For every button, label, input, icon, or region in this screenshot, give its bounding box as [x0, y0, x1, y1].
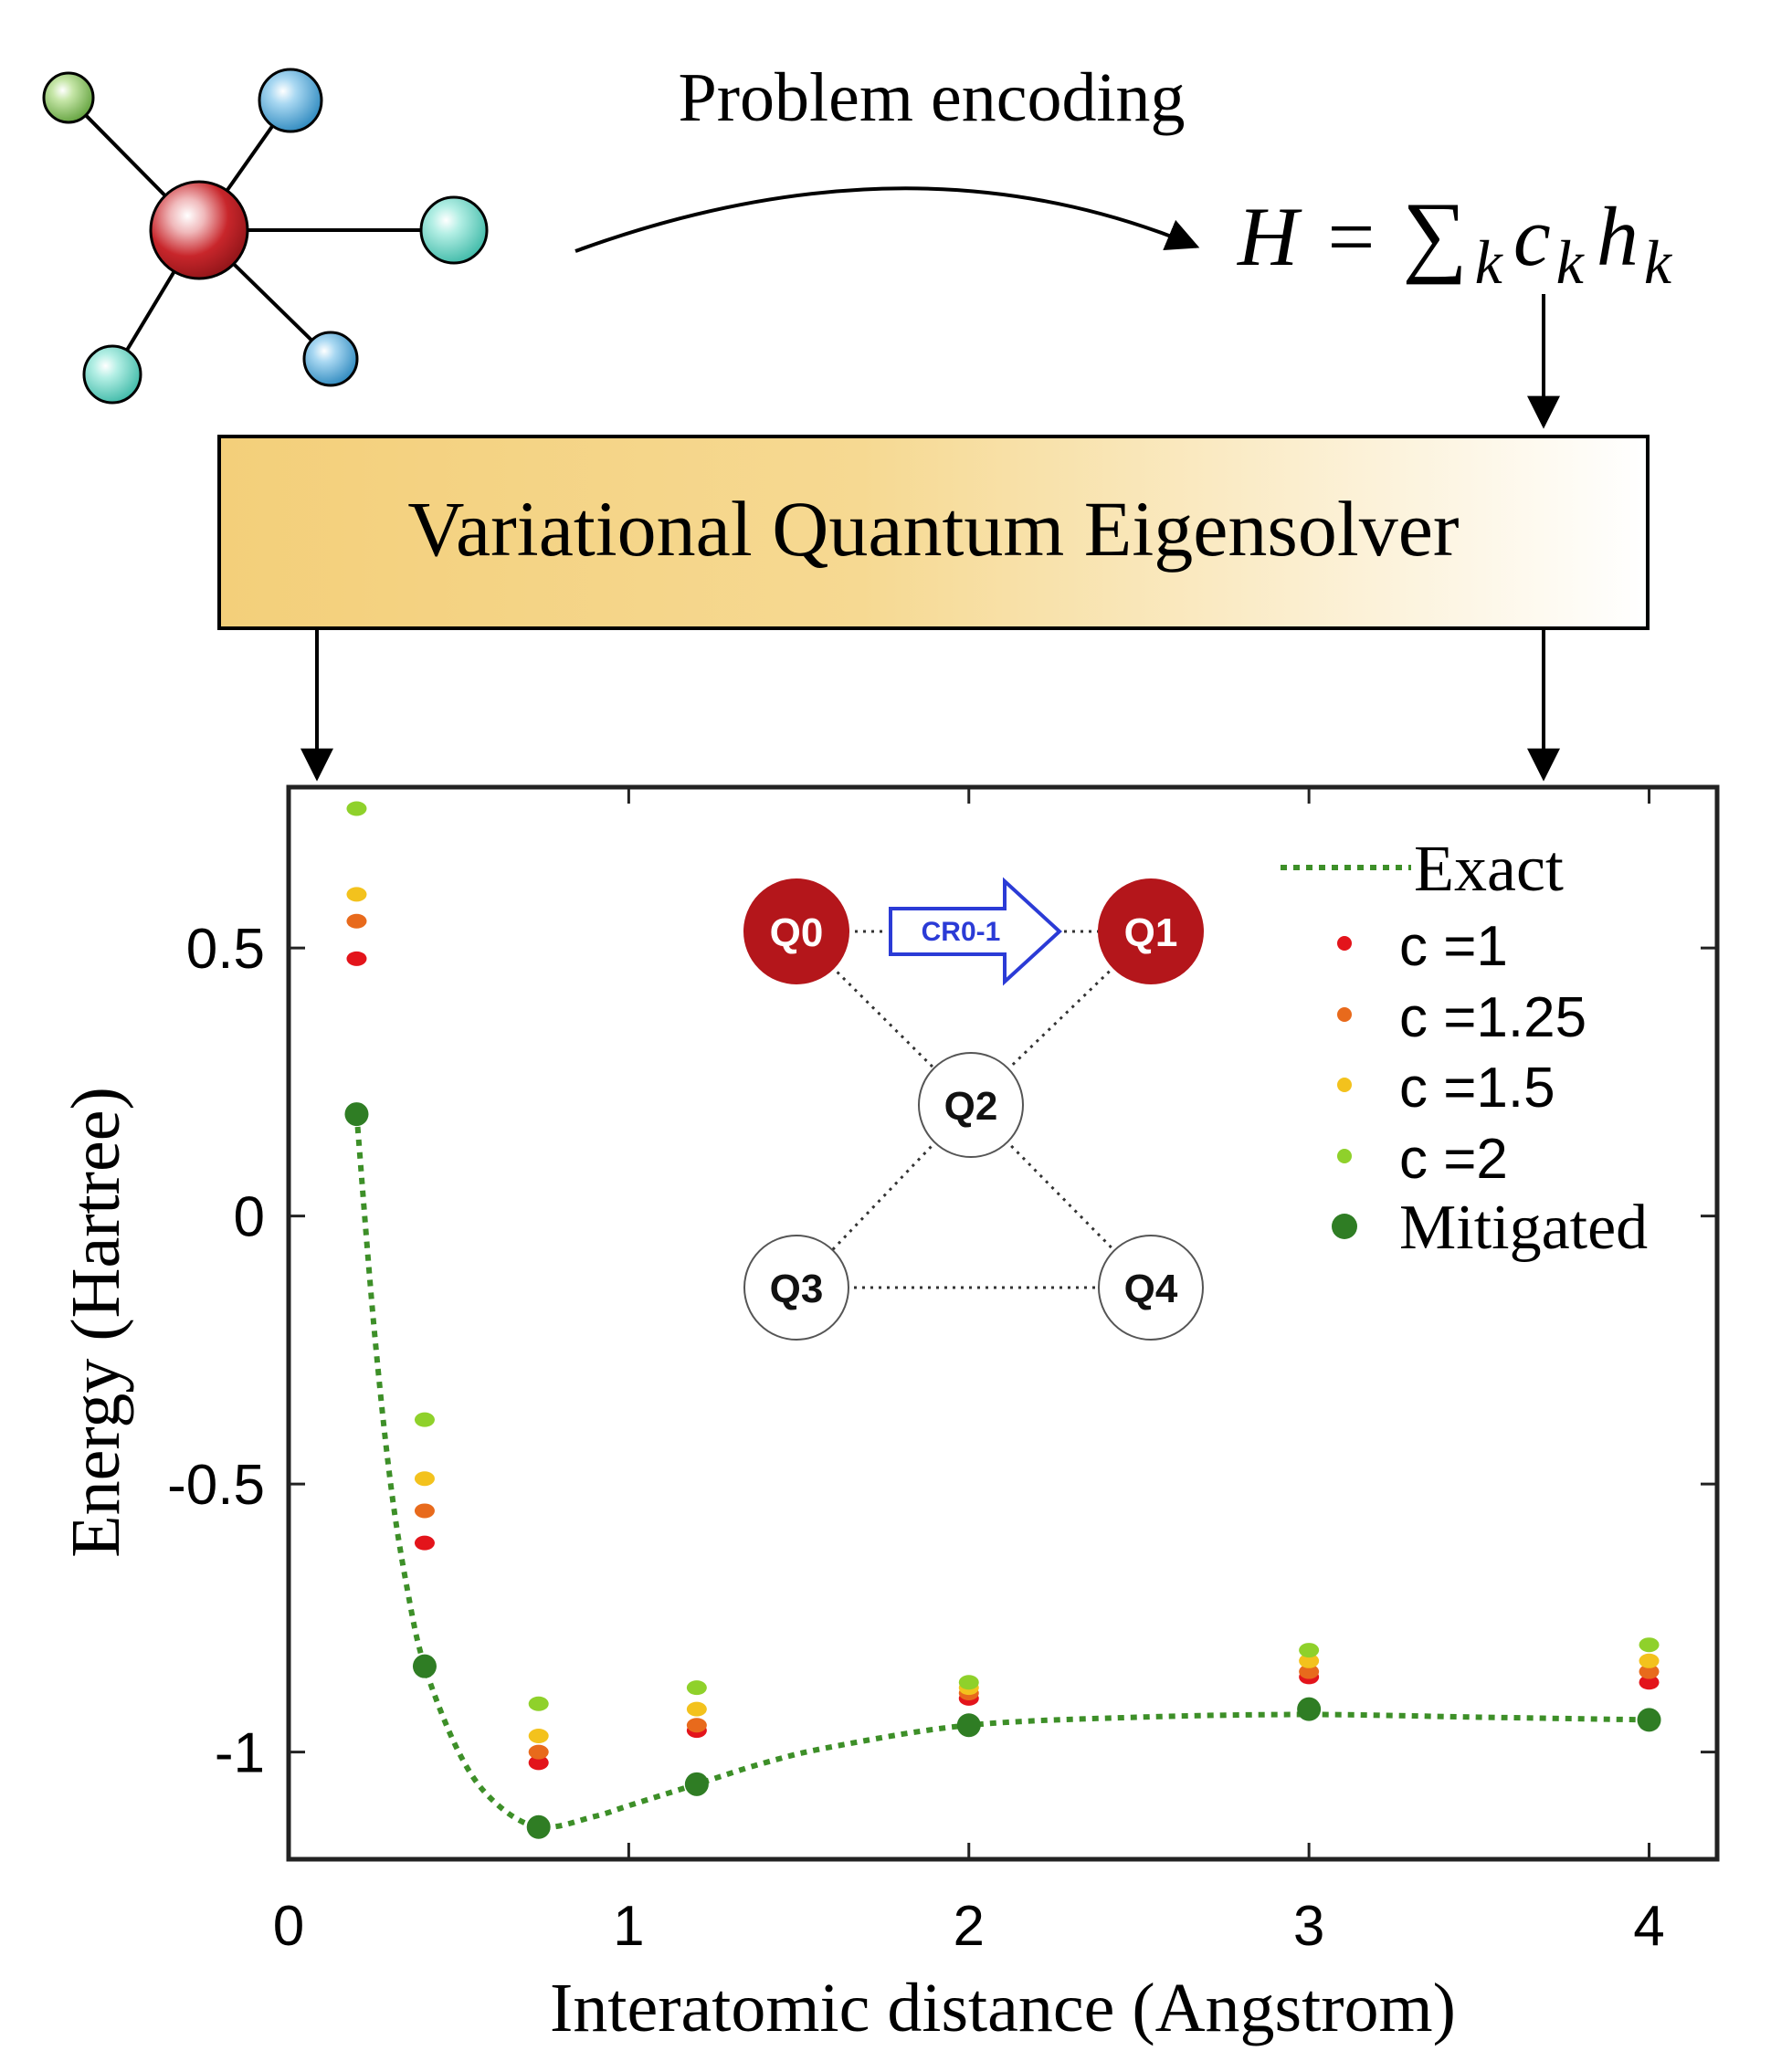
legend-swatch: [1337, 1007, 1352, 1022]
ham-h: h: [1597, 190, 1639, 283]
x-tick-label: 1: [613, 1895, 644, 1958]
qubit-node: [743, 878, 849, 984]
qubit-node: [918, 1052, 1024, 1158]
noisy-point: [528, 1728, 549, 1743]
ham-sum: ∑: [1402, 184, 1467, 285]
atom-cyan: [419, 195, 489, 265]
mitigated-point: [956, 1713, 981, 1738]
noisy-point: [958, 1675, 979, 1690]
legend-swatch: [1332, 1214, 1357, 1239]
qubit-label: Q4: [1124, 1267, 1178, 1311]
atom-cyan: [82, 344, 142, 405]
noisy-point: [686, 1718, 707, 1733]
gate-label: CR0-1: [922, 917, 1001, 947]
y-tick-label: 0.5: [186, 918, 265, 981]
gate-arrow-shape: [889, 877, 1062, 986]
legend-label: c =2: [1399, 1128, 1508, 1191]
qubit-connectivity-inset: CR0-1 Q0 Q1 Q2 Q3 Q4: [743, 877, 1204, 1341]
qubit-label: Q1: [1124, 910, 1178, 955]
legend-exact-label: Exact: [1414, 832, 1564, 905]
x-tick-label: 0: [273, 1895, 304, 1958]
noisy-point: [1639, 1637, 1660, 1653]
noisy-point: [1639, 1653, 1660, 1668]
legend-label: c =1.25: [1399, 986, 1586, 1049]
energy-chart: 0 1 2 3 4 0.5 0 -0.5 -1 CR0-1 Q0 Q1 Q2 Q3 Q4 Exact c =…: [58, 784, 1720, 2046]
qubit-label: Q2: [944, 1084, 998, 1129]
noisy-point: [346, 801, 367, 816]
noisy-point: [414, 1535, 435, 1551]
noisy-point: [1639, 1664, 1660, 1679]
vqe-label: Variational Quantum Eigensolver: [407, 485, 1459, 573]
x-tick-label: 3: [1293, 1895, 1324, 1958]
noisy-point: [1299, 1664, 1320, 1679]
y-tick-label: 0: [234, 1186, 265, 1249]
noisy-point: [686, 1680, 707, 1696]
noisy-point: [686, 1701, 707, 1717]
legend-label: c =1: [1399, 915, 1508, 978]
x-axis-label: Interatomic distance (Angstrom): [550, 1970, 1456, 2046]
noisy-point: [414, 1503, 435, 1519]
legend-swatch: [1337, 1078, 1352, 1092]
noisy-point: [414, 1471, 435, 1487]
mitigated-point: [1637, 1708, 1661, 1732]
qubit-node: [743, 1235, 849, 1341]
x-tick-label: 2: [954, 1895, 985, 1958]
exact-line: [353, 1113, 1650, 1831]
noisy-point: [1299, 1653, 1320, 1668]
y-tick-label: -0.5: [167, 1454, 265, 1517]
cr-gate-arrow: CR0-1: [889, 877, 1062, 986]
atom-center-red: [149, 180, 249, 280]
noisy-point: [346, 951, 367, 966]
legend-label: c =1.5: [1399, 1057, 1555, 1120]
ham-c-sub: k: [1556, 227, 1586, 297]
data-points: [344, 801, 1661, 1839]
qubit-node: [1098, 878, 1204, 984]
noisy-point: [528, 1744, 549, 1760]
vqe-box: [217, 435, 1650, 630]
mitigated-point: [1297, 1697, 1322, 1721]
ham-h-sub: k: [1644, 227, 1673, 297]
noisy-point: [528, 1696, 549, 1711]
mitigated-point: [412, 1654, 437, 1678]
noisy-point: [346, 887, 367, 902]
atom-blue: [258, 68, 323, 133]
y-tick-label: -1: [215, 1722, 265, 1785]
qubit-node: [1098, 1235, 1204, 1341]
qubit-label: Q0: [770, 910, 824, 955]
mitigated-point: [526, 1814, 551, 1839]
problem-encoding-label: Problem encoding: [678, 59, 1185, 136]
atom-green: [42, 71, 95, 124]
mitigated-point: [684, 1772, 709, 1796]
legend-label: Mitigated: [1399, 1193, 1648, 1263]
hamiltonian-equation: H = ∑ k c k h k: [1237, 184, 1673, 297]
x-tick-label: 4: [1633, 1895, 1664, 1958]
mitigated-point: [344, 1102, 369, 1127]
noisy-point: [528, 1755, 549, 1771]
ticks: 0 1 2 3 4 0.5 0 -0.5 -1: [167, 787, 1717, 1958]
noisy-point: [1299, 1643, 1320, 1658]
noisy-point: [346, 913, 367, 929]
exact-curve: [353, 1113, 1650, 1831]
ham-sum-sub: k: [1475, 227, 1504, 297]
legend-swatch: [1337, 1149, 1352, 1163]
ham-c: c: [1513, 190, 1551, 283]
molecule-illustration: [42, 68, 489, 405]
encoding-arrow: [574, 186, 1200, 253]
ham-lhs: H: [1237, 190, 1302, 283]
y-axis-label: Energy (Hartree): [58, 1087, 134, 1558]
atom-blue: [302, 331, 359, 387]
qubit-label: Q3: [770, 1267, 824, 1311]
ham-eq: =: [1327, 190, 1375, 283]
legend-swatch: [1337, 936, 1352, 951]
noisy-point: [1639, 1675, 1660, 1690]
noisy-point: [414, 1412, 435, 1427]
